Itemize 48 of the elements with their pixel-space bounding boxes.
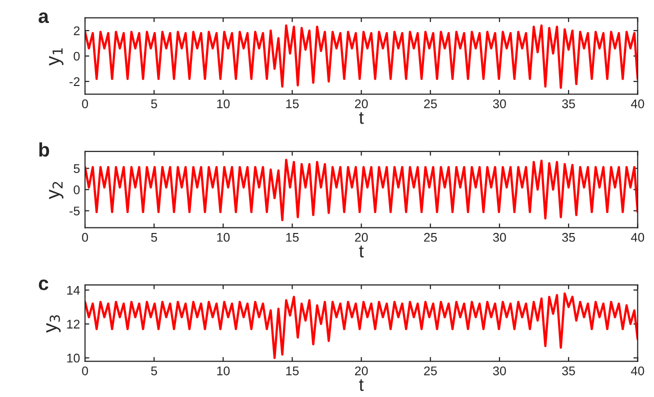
x-tick-label: 5 — [151, 366, 158, 376]
x-tick-label: 35 — [562, 99, 575, 108]
x-tick-label: 40 — [630, 366, 644, 376]
x-tick-label: 30 — [493, 366, 506, 376]
y-axis-title: y$_{1}$ — [49, 48, 64, 66]
x-tick-label: 20 — [355, 99, 368, 108]
x-tick-label: 15 — [286, 366, 299, 376]
y-tick-label: 12 — [67, 320, 80, 328]
x-tick-label: 35 — [562, 366, 575, 376]
x-tick-label: 10 — [217, 366, 230, 376]
x-tick-label: 25 — [424, 232, 437, 242]
y-tick-label: -5 — [70, 206, 80, 216]
x-tick-label: 0 — [82, 99, 88, 108]
x-tick-label: 10 — [217, 232, 230, 242]
y-axis-title: y$_{2}$ — [49, 182, 64, 200]
y-tick-label: -2 — [70, 77, 80, 86]
y-tick-label: 14 — [67, 286, 80, 295]
x-tick-label: 30 — [493, 232, 506, 242]
x-tick-label: 25 — [424, 366, 437, 376]
x-tick-label: 0 — [82, 366, 88, 376]
x-tick-label: 35 — [562, 232, 575, 242]
line-series — [85, 292, 638, 359]
x-tick-label: 40 — [630, 232, 644, 242]
y-tick-label: 5 — [74, 164, 80, 174]
x-tick-label: 5 — [151, 233, 158, 242]
x-tick-label: 40 — [630, 99, 644, 108]
y-axis-title: y$_{3}$ — [46, 315, 61, 333]
x-tick-label: 15 — [286, 233, 299, 242]
y-tick-label: 2 — [74, 26, 80, 36]
x-tick-label: 10 — [217, 99, 230, 108]
x-tick-label: 5 — [151, 99, 158, 108]
x-tick-label: 20 — [355, 366, 368, 376]
x-axis-title: t — [359, 379, 364, 392]
x-tick-label: 20 — [355, 232, 368, 242]
x-tick-label: 25 — [424, 99, 437, 108]
x-tick-label: 30 — [493, 99, 506, 108]
y-tick-label: 0 — [74, 185, 80, 194]
x-axis-title: t — [359, 246, 364, 258]
text: a — [38, 12, 49, 24]
text: b — [39, 142, 50, 157]
y-tick-label: 10 — [67, 354, 80, 363]
y-tick-label: 0 — [74, 52, 80, 61]
line-series — [85, 24, 638, 89]
text: c — [38, 280, 48, 290]
line-series — [85, 158, 638, 222]
x-tick-label: 15 — [286, 99, 299, 108]
x-tick-label: 0 — [82, 232, 88, 242]
x-axis-title: t — [359, 112, 364, 124]
